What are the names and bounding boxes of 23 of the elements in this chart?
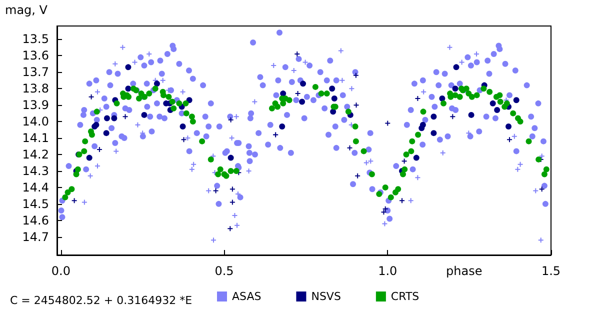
y-tick-label: 13.7 <box>22 65 49 80</box>
y-axis-title: mag, V <box>5 3 48 17</box>
y-tick-label: 14.4 <box>22 180 49 194</box>
y-tick-label: 13.6 <box>22 48 49 63</box>
y-tick-label: 13.8 <box>22 82 49 96</box>
legend-label: ASAS <box>232 290 262 303</box>
x-axis-title: phase <box>446 264 482 278</box>
y-tick-label: 14.0 <box>22 114 49 129</box>
y-tick-label: 14.5 <box>22 196 49 211</box>
y-tick-label: 14.7 <box>22 230 49 244</box>
text: C = 2454802.52 + 0.3164932 *E <box>10 294 192 307</box>
y-tick-label: 13.9 <box>22 98 49 112</box>
x-tick-label: 1.5 <box>541 264 561 278</box>
legend-label: CRTS <box>390 290 420 303</box>
y-tick-label: 14.3 <box>22 164 49 178</box>
x-tick-label: 0.5 <box>214 264 234 278</box>
y-tick-label: 13.5 <box>22 32 49 46</box>
x-tick-label: 0.0 <box>51 264 70 278</box>
y-tick-label: 14.2 <box>22 148 49 162</box>
y-tick-label: 14.6 <box>22 213 49 228</box>
y-tick-label: 14.1 <box>22 131 49 146</box>
legend-label: NSVS <box>311 290 341 303</box>
x-tick-label: 1.0 <box>378 264 398 278</box>
